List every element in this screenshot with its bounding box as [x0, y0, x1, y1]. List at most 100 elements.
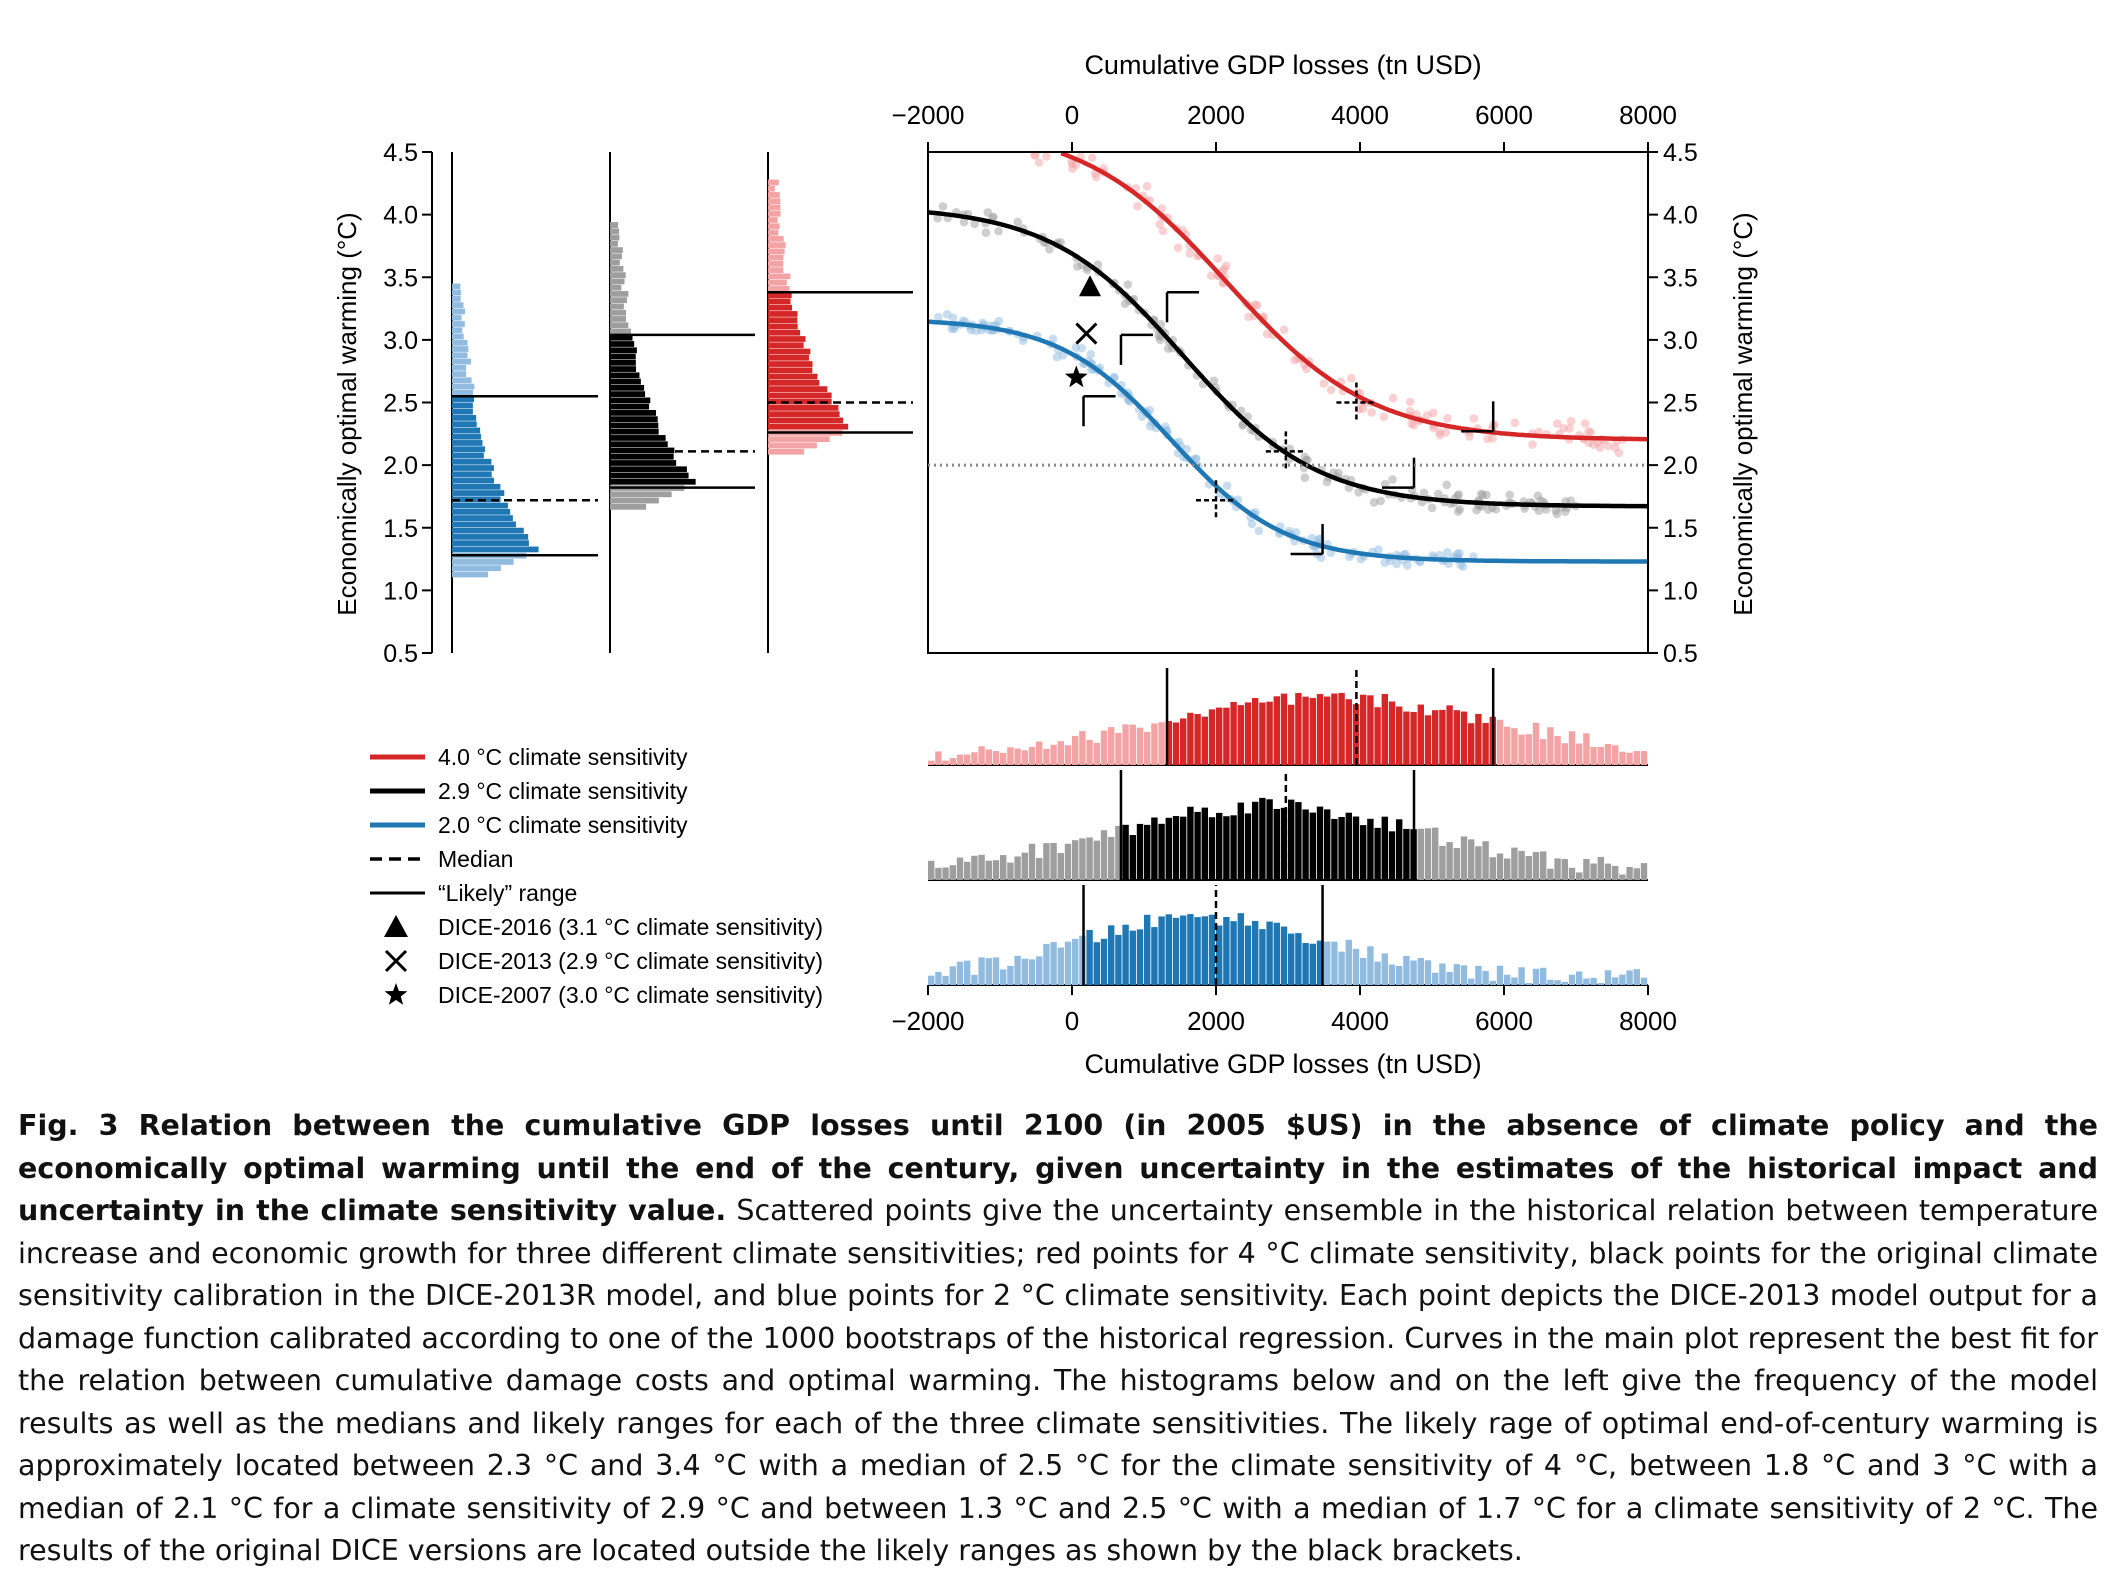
warming-hist-bar	[452, 452, 484, 459]
loss-hist-bar	[1424, 960, 1432, 985]
scatter-point	[950, 324, 959, 334]
loss-hist-bar	[992, 751, 1000, 765]
loss-hist-bar	[1036, 956, 1043, 985]
loss-hist-bar	[1237, 802, 1244, 880]
loss-hist-bar	[1302, 696, 1309, 765]
loss-hist-bar	[1626, 970, 1633, 985]
loss-hist-bar	[1309, 697, 1316, 765]
loss-hist-bar	[1252, 920, 1259, 985]
loss-hist-bar	[1072, 735, 1079, 765]
loss-hist-bar	[1007, 862, 1014, 880]
warming-hist-bar	[768, 442, 817, 449]
warming-hist-bar	[452, 333, 464, 340]
loss-hist-bar	[1288, 704, 1295, 765]
warming-hist-bar	[768, 210, 781, 217]
loss-hist-bar	[1000, 969, 1007, 985]
scatter-point	[1354, 488, 1363, 497]
loss-hist-bar	[1561, 981, 1568, 985]
warming-hist-bar	[768, 248, 785, 255]
loss-hist-bar	[1158, 722, 1165, 765]
loss-hist-bar	[985, 860, 992, 880]
scatter-point	[1142, 182, 1152, 191]
loss-hist-bar	[1223, 816, 1230, 880]
scatter-point	[971, 326, 981, 336]
loss-hist-bar	[1064, 745, 1072, 765]
warming-hist-bar	[610, 309, 627, 316]
loss-hist-bar	[1021, 958, 1028, 985]
loss-hist-bar	[1604, 970, 1612, 985]
warming-hist-bar	[452, 321, 465, 327]
warming-hist-bar	[610, 334, 633, 341]
bottom-x-tick-label: 2000	[1187, 1006, 1245, 1036]
bottom-x-tick-label: 8000	[1619, 1006, 1677, 1036]
scatter-point	[1247, 519, 1257, 529]
loss-hist-bar	[1504, 726, 1511, 765]
loss-hist-bar	[1576, 971, 1583, 985]
loss-hist-bar	[1216, 812, 1223, 880]
scatter-point	[1505, 490, 1514, 500]
warming-hist-bar	[452, 352, 468, 359]
loss-hist-bar	[1338, 951, 1345, 985]
loss-hist-bar	[949, 966, 956, 985]
warming-hist-bar	[610, 322, 629, 329]
loss-hist-bar	[1050, 842, 1057, 880]
bottom-x-tick-label: 0	[1065, 1006, 1079, 1036]
scatter-point	[1158, 226, 1168, 236]
loss-hist-bar	[1158, 823, 1165, 880]
warming-hist-bar	[768, 367, 813, 374]
legend-label: 2.9 °C climate sensitivity	[438, 778, 688, 804]
fit-curve	[927, 210, 1649, 509]
scatter-point	[1013, 217, 1023, 227]
caption-body: Scattered points give the uncertainty en…	[18, 1194, 2099, 1567]
loss-hist-bar	[1266, 921, 1273, 985]
loss-hist-bar	[1396, 966, 1403, 985]
loss-hist-bar	[1352, 704, 1360, 765]
loss-hist-bar	[1604, 863, 1612, 880]
scatter-point	[1042, 152, 1051, 161]
scatter-point	[938, 202, 948, 211]
loss-hist-bar	[1446, 842, 1453, 880]
legend-label: 2.0 °C climate sensitivity	[438, 812, 688, 838]
loss-hist-bar	[1633, 868, 1640, 880]
warming-hist-bar	[768, 386, 828, 392]
scatter-point	[1290, 355, 1299, 365]
loss-hist-bar	[1100, 830, 1108, 880]
loss-hist-bar	[1446, 971, 1453, 985]
scatter-point	[1133, 202, 1142, 211]
loss-hist-bar	[1064, 941, 1072, 985]
scatter-point	[1510, 418, 1520, 428]
loss-hist-bar	[1583, 858, 1590, 880]
scatter-point	[1565, 424, 1574, 433]
loss-hist-bar	[1273, 696, 1280, 765]
scatter-point	[1405, 397, 1415, 407]
loss-hist-bar	[1338, 816, 1345, 880]
warming-hist-bar	[610, 234, 620, 241]
warming-hist-bar	[610, 278, 625, 285]
loss-hist-bar	[1201, 807, 1208, 880]
warming-hist-bar	[452, 383, 475, 390]
warming-hist-bar	[610, 347, 637, 354]
loss-hist-bar	[1259, 929, 1266, 985]
loss-hist-bar	[1194, 811, 1201, 880]
left-y-tick-label: 3.0	[383, 327, 418, 355]
loss-hist-bar	[1388, 964, 1396, 985]
loss-hist-bar	[1014, 856, 1021, 880]
loss-hist-bar	[1640, 977, 1648, 985]
legend-label: 4.0 °C climate sensitivity	[438, 744, 688, 770]
loss-hist-bar	[1576, 872, 1583, 880]
scatter-point	[1251, 300, 1260, 309]
warming-hist-bar	[768, 379, 820, 386]
right-y-tick-label: 2.0	[1663, 452, 1698, 480]
loss-hist-bar	[1482, 722, 1489, 765]
loss-hist-bar	[1122, 724, 1129, 765]
loss-hist-bar	[1619, 974, 1626, 985]
loss-hist-bar	[1496, 853, 1504, 880]
loss-hist-bar	[1460, 711, 1468, 765]
loss-hist-bar	[1633, 751, 1640, 765]
loss-hist-bar	[1252, 801, 1259, 880]
loss-hist-bar	[1244, 813, 1252, 880]
loss-hist-bar	[1129, 930, 1136, 985]
fit-curve	[1060, 151, 1649, 442]
loss-hist-bar	[1000, 752, 1007, 765]
loss-hist-bar	[1511, 977, 1518, 985]
